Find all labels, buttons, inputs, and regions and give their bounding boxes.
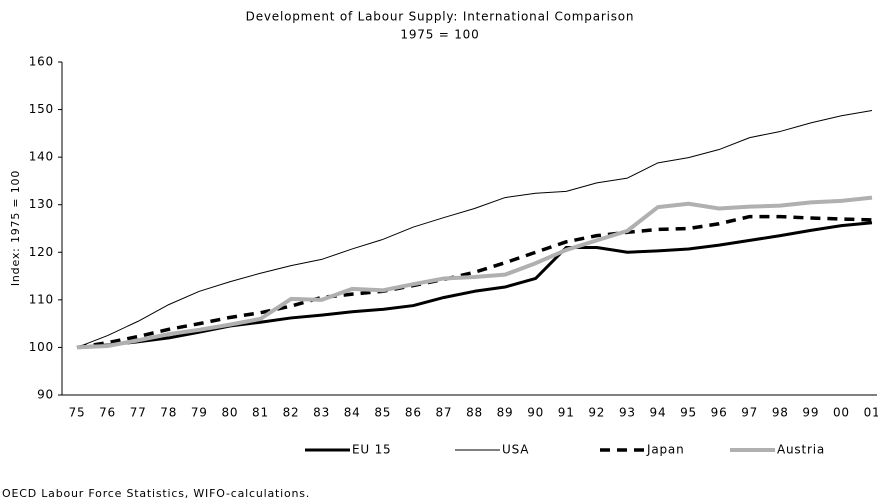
x-tick-label: 97 (741, 406, 758, 420)
line-series (76, 195, 873, 350)
x-tick-label: 82 (283, 406, 300, 420)
legend-label: Austria (777, 443, 825, 457)
y-tick-label: 100 (29, 340, 54, 354)
x-tick-label: 83 (313, 406, 330, 420)
x-tick-label: 78 (160, 406, 177, 420)
x-tick-label: 76 (99, 406, 116, 420)
x-tick-label: 92 (588, 406, 605, 420)
chart-subtitle: 1975 = 100 (400, 28, 479, 42)
x-tick-label: 81 (252, 406, 269, 420)
x-tick-label: 01 (864, 406, 878, 420)
x-tick-label: 96 (711, 406, 728, 420)
x-tick-label: 75 (69, 406, 86, 420)
y-tick-label: 160 (29, 55, 54, 69)
x-tick-label: 88 (466, 406, 483, 420)
x-tick-label: 99 (802, 406, 819, 420)
footnote: OECD Labour Force Statistics, WIFO-calcu… (2, 487, 310, 500)
line-series (76, 110, 873, 348)
x-tick-label: 89 (497, 406, 514, 420)
x-tick-label: 86 (405, 406, 422, 420)
legend-label: EU 15 (352, 443, 391, 457)
y-tick-label: 90 (37, 388, 54, 402)
y-tick-label: 150 (29, 102, 54, 116)
x-tick-label: 84 (344, 406, 361, 420)
y-tick-label: 140 (29, 150, 54, 164)
x-tick-label: 85 (374, 406, 391, 420)
x-tick-label: 93 (619, 406, 636, 420)
y-tick-label: 130 (29, 197, 54, 211)
x-tick-label: 87 (435, 406, 452, 420)
legend-label: USA (502, 443, 529, 457)
x-tick-label: 95 (680, 406, 697, 420)
line-series (76, 214, 873, 350)
x-tick-label: 79 (191, 406, 208, 420)
x-tick-label: 90 (527, 406, 544, 420)
chart-title: Development of Labour Supply: Internatio… (246, 10, 635, 24)
x-tick-label: 98 (772, 406, 789, 420)
line-series (76, 221, 873, 349)
y-tick-label: 110 (29, 292, 54, 306)
x-tick-label: 91 (558, 406, 575, 420)
legend-label: Japan (646, 443, 684, 457)
x-tick-label: 94 (650, 406, 667, 420)
y-axis-label: Index: 1975 = 100 (9, 170, 22, 286)
x-tick-label: 77 (130, 406, 147, 420)
x-tick-label: 80 (221, 406, 238, 420)
x-tick-label: 00 (833, 406, 850, 420)
y-tick-label: 120 (29, 245, 54, 259)
